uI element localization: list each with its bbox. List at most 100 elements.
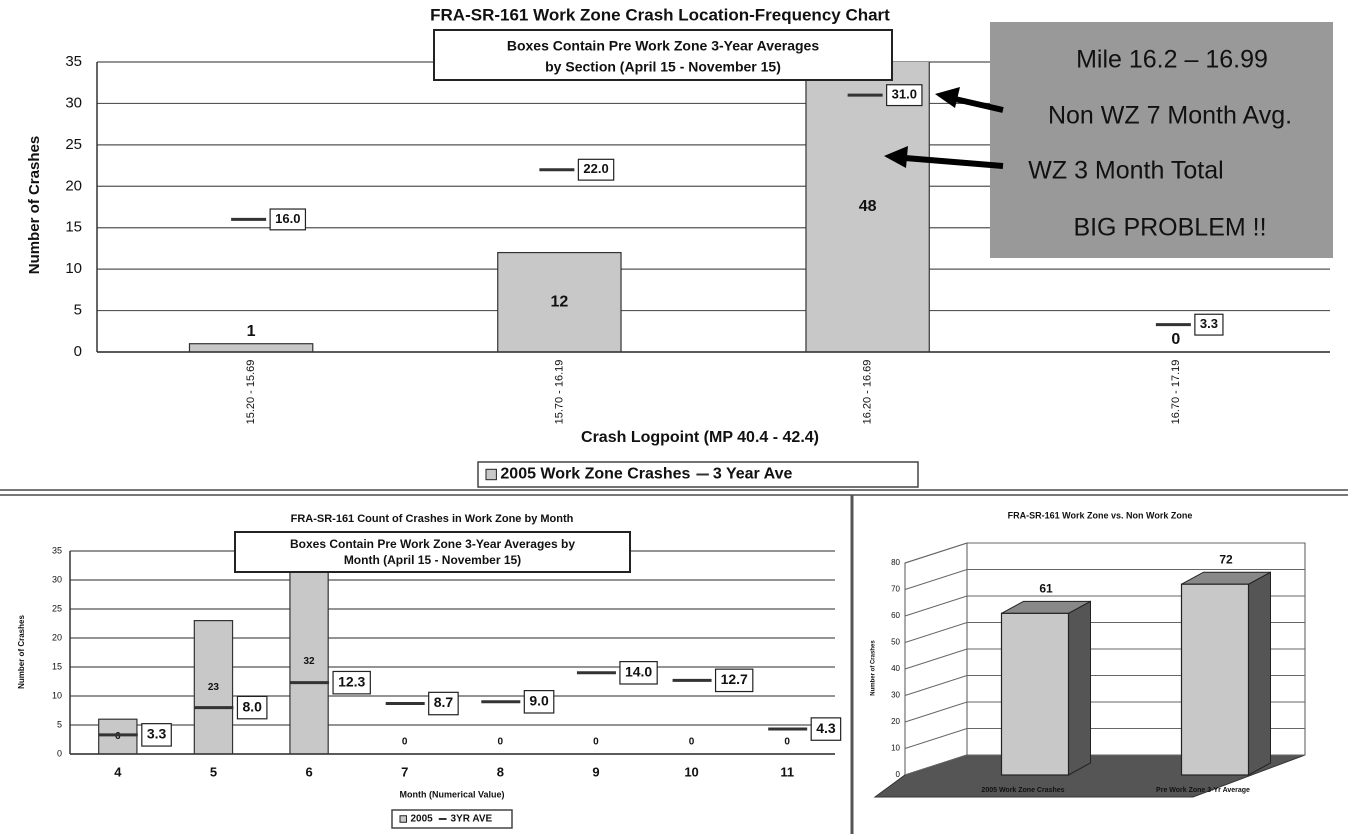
callout-text: Non WZ 7 Month Avg. <box>1048 102 1292 130</box>
legend-label: 2005 <box>411 814 434 825</box>
average-label: 14.0 <box>625 664 652 680</box>
annotation-text: Boxes Contain Pre Work Zone 3-Year Avera… <box>507 38 819 54</box>
average-label: 8.7 <box>434 694 454 710</box>
chart-title: FRA-SR-161 Work Zone Crash Location-Freq… <box>430 5 890 24</box>
y-axis-label: Number of Crashes <box>26 136 43 274</box>
arrow-head <box>935 87 960 108</box>
annotation-text: by Section (April 15 - November 15) <box>545 59 781 75</box>
y-tick-label: 70 <box>891 585 900 594</box>
y-axis-label: Number of Crashes <box>17 615 26 689</box>
arrow-head <box>884 146 908 168</box>
legend-label: 3YR AVE <box>451 814 493 825</box>
annotation-box <box>433 29 893 81</box>
y-tick-label: 50 <box>891 638 900 647</box>
x-tick-label: 5 <box>210 764 217 779</box>
y-tick-label: 15 <box>65 219 82 236</box>
x-axis-label: Month (Numerical Value) <box>399 789 504 799</box>
bar-value-label: 0 <box>498 737 504 748</box>
average-label: 4.3 <box>816 720 836 736</box>
bar <box>188 343 314 352</box>
average-label: 3.3 <box>1200 316 1218 331</box>
legend-box <box>391 809 513 829</box>
bar-value-label: 0 <box>593 737 599 748</box>
bar-side <box>1248 571 1271 776</box>
average-label: 12.7 <box>721 671 748 687</box>
average-label: 16.0 <box>275 211 300 226</box>
bar-value-label: 0 <box>402 737 408 748</box>
bar <box>1000 612 1070 776</box>
callout-box <box>990 22 1333 258</box>
bar-value-label: 6 <box>115 731 121 742</box>
bar-value-label: 0 <box>1171 331 1180 348</box>
x-tick-label: 2005 Work Zone Crashes <box>981 787 1064 794</box>
legend-swatch <box>485 468 497 481</box>
y-tick-label: 35 <box>65 53 82 70</box>
y-tick-label: 0 <box>57 748 62 758</box>
bar <box>1180 583 1250 776</box>
location-chart: FRA-SR-161 Work Zone Crash Location-Freq… <box>26 5 1330 488</box>
x-tick-label: 11 <box>780 764 794 779</box>
x-tick-label: 7 <box>401 764 408 779</box>
average-label-box <box>428 691 459 716</box>
bar-value-label: 1 <box>247 323 256 340</box>
y-tick-label: 20 <box>65 177 82 194</box>
y-tick-label: 0 <box>74 343 82 360</box>
chart-title: FRA-SR-161 Work Zone vs. Non Work Zone <box>1008 510 1193 520</box>
arrow <box>954 96 1004 113</box>
bar-value-label: 0 <box>784 737 790 748</box>
y-tick-label: 10 <box>52 690 62 700</box>
x-tick-label: 10 <box>684 764 698 779</box>
arrow <box>904 155 1004 169</box>
average-label-box <box>577 158 615 181</box>
average-label: 9.0 <box>529 693 549 709</box>
bar-value-label: 0 <box>689 737 695 748</box>
bar-value-label: 61 <box>1039 582 1053 596</box>
average-label-box <box>523 689 555 714</box>
legend-label: 2005 Work Zone Crashes <box>500 466 690 483</box>
bar <box>98 718 138 754</box>
bar-side <box>1068 600 1091 776</box>
bar <box>289 567 329 754</box>
bar-value-label: 48 <box>859 198 877 215</box>
y-tick-label: 80 <box>891 558 900 567</box>
x-tick-label: 15.70 - 16.19 <box>553 360 565 425</box>
comparison-chart: FRA-SR-161 Work Zone vs. Non Work Zone 0 1… <box>871 510 1306 798</box>
average-label-box <box>886 84 923 107</box>
bar <box>805 62 930 352</box>
average-label: 22.0 <box>583 161 608 176</box>
annotation-text: Month (April 15 - November 15) <box>344 553 521 567</box>
average-label-box <box>141 723 172 747</box>
chart-title: FRA-SR-161 Count of Crashes in Work Zone… <box>291 513 574 525</box>
average-label-box <box>619 660 658 685</box>
bar-value-label: 72 <box>1219 552 1233 566</box>
average-label: 31.0 <box>892 87 917 102</box>
callout-text: BIG PROBLEM !! <box>1073 214 1266 242</box>
y-tick-label: 25 <box>52 603 62 613</box>
x-tick-label: 4 <box>114 764 122 779</box>
y-tick-label: 25 <box>65 136 82 153</box>
average-label: 3.3 <box>147 726 167 742</box>
bar <box>193 619 234 754</box>
callout: Mile 16.2 – 16.99 Non WZ 7 Month Avg. WZ… <box>884 22 1333 258</box>
bar-value-label: 12 <box>550 294 568 311</box>
y-tick-label: 60 <box>891 611 900 620</box>
y-tick-label: 0 <box>896 770 901 779</box>
x-tick-label: 9 <box>592 764 599 779</box>
y-tick-label: 20 <box>891 717 900 726</box>
grid-line <box>904 569 1305 590</box>
y-tick-label: 15 <box>52 661 62 671</box>
y-tick-label: 30 <box>52 574 62 584</box>
month-chart: FRA-SR-161 Count of Crashes in Work Zone… <box>17 513 842 829</box>
annotation-text: Boxes Contain Pre Work Zone 3-Year Avera… <box>290 537 575 551</box>
legend-label: 3 Year Ave <box>713 466 793 483</box>
average-label-box <box>332 670 371 695</box>
y-axis-label: Number of Crashes <box>871 640 877 696</box>
grid-line <box>904 542 1305 564</box>
y-tick-label: 10 <box>891 744 900 753</box>
average-label-box <box>810 717 842 741</box>
y-tick-label: 5 <box>57 719 62 729</box>
y-tick-label: 35 <box>52 545 62 555</box>
average-label-box <box>714 668 754 693</box>
x-tick-label: 8 <box>497 764 504 779</box>
